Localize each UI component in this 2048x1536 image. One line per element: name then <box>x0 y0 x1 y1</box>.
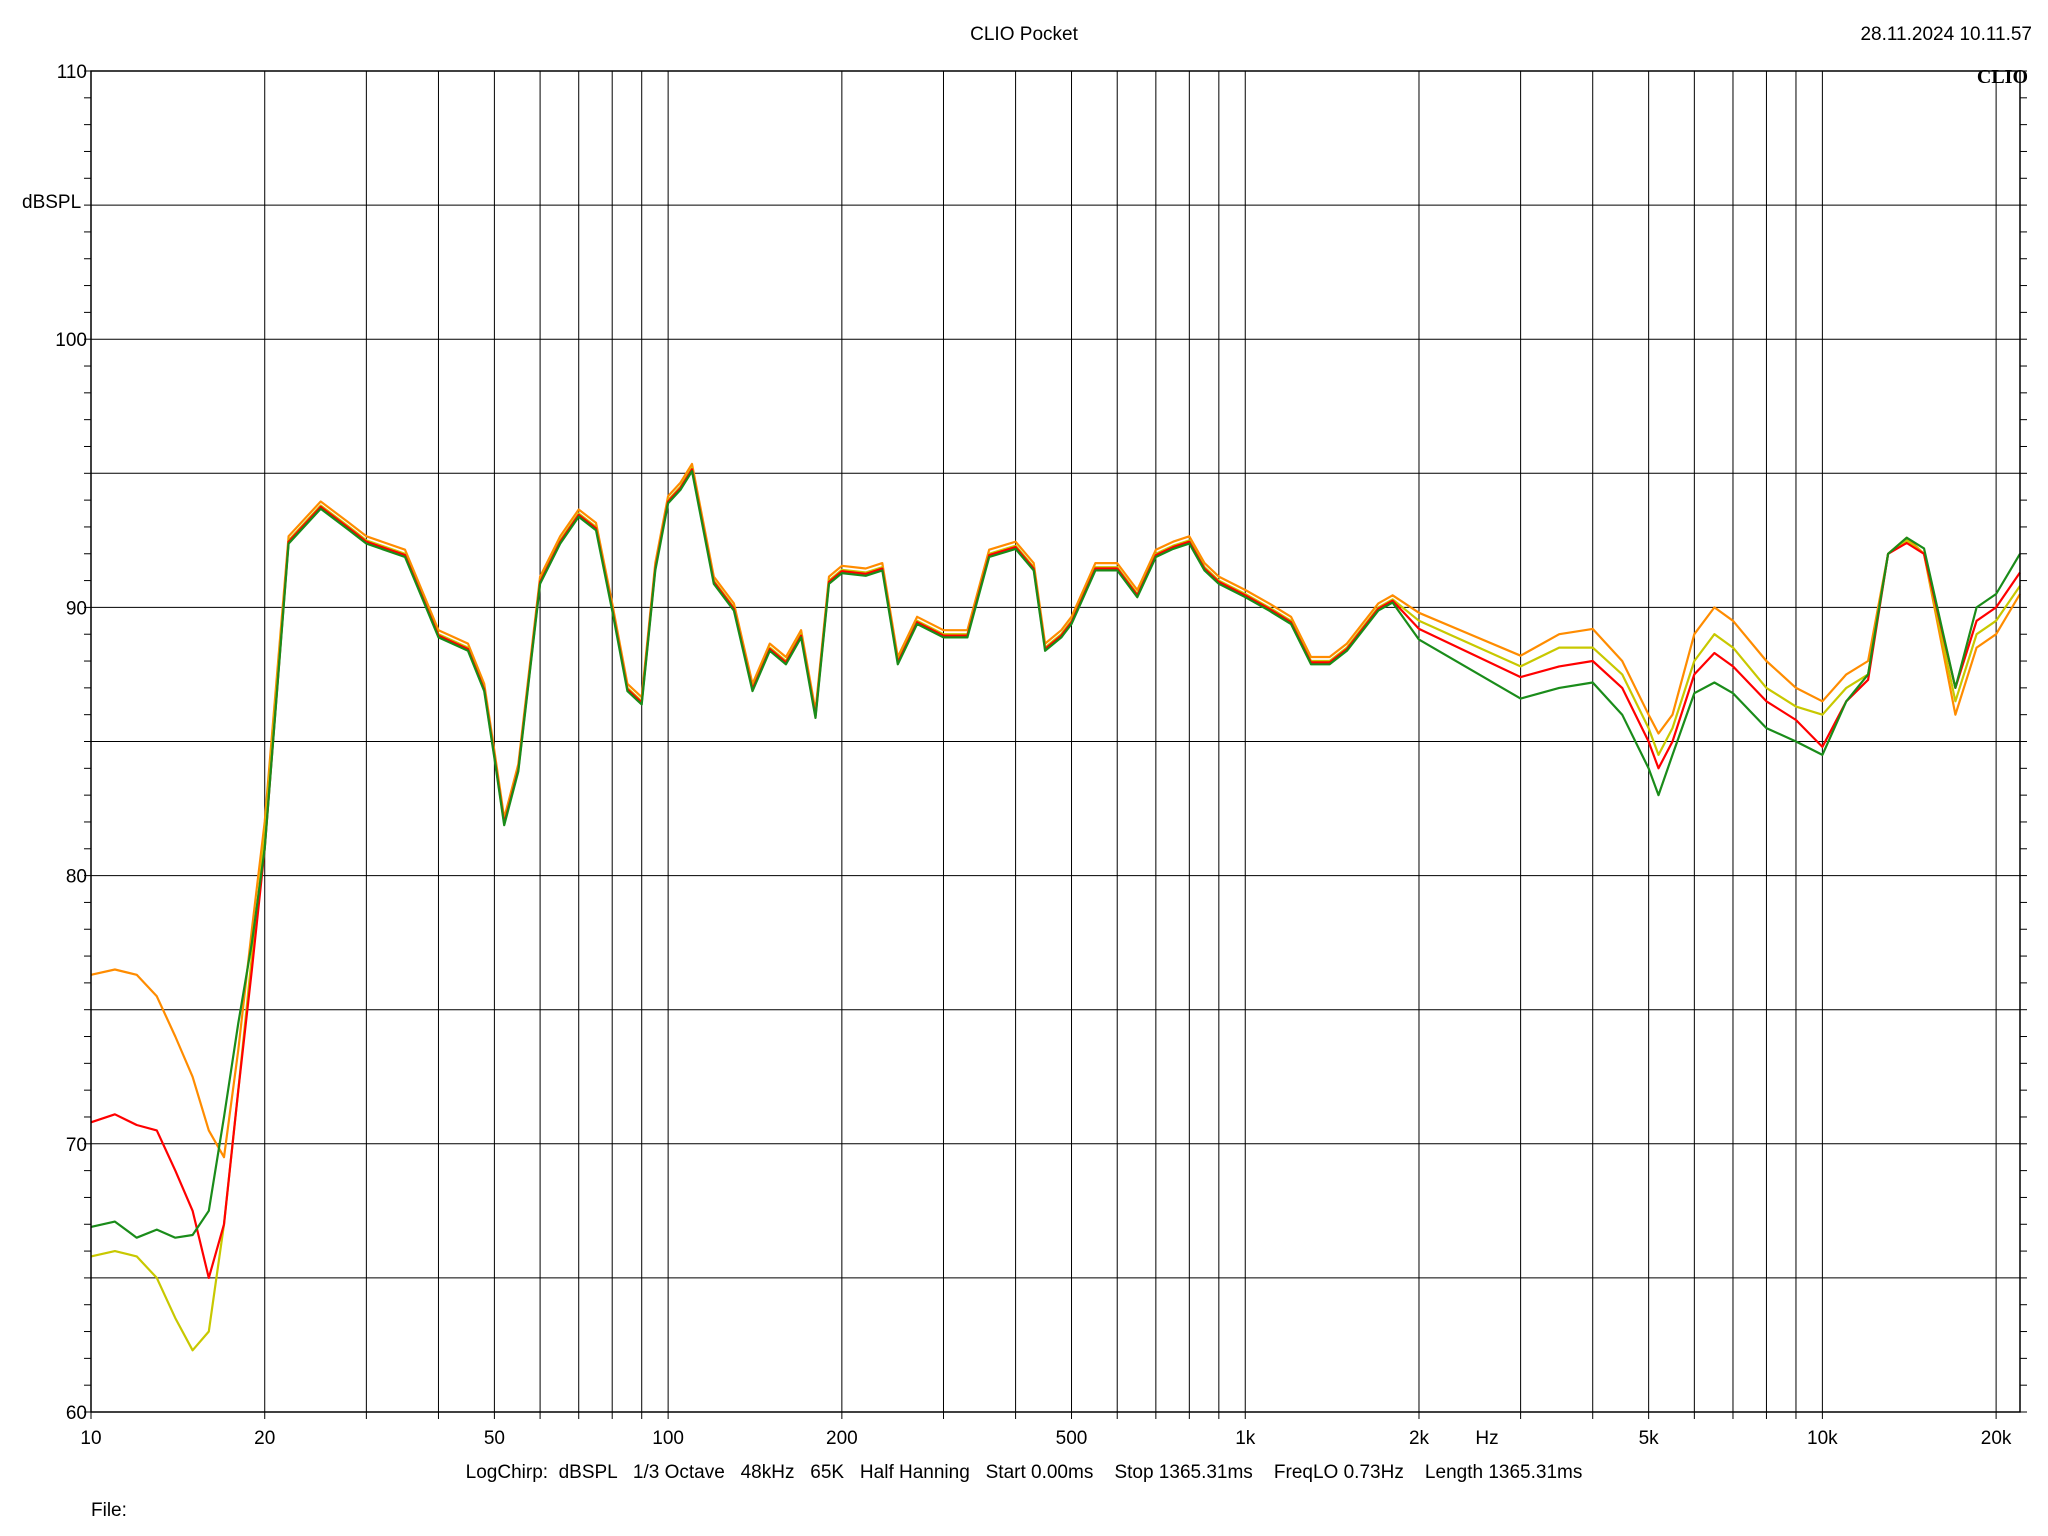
x-tick-label: 20k <box>1981 1428 2012 1449</box>
x-tick-label: 500 <box>1056 1428 1088 1449</box>
x-tick-label: 2k <box>1409 1428 1430 1449</box>
response-curve-3 <box>90 468 2021 1279</box>
chart-title: CLIO Pocket <box>970 24 1078 45</box>
y-axis-label: dBSPL <box>22 192 82 213</box>
x-tick-label: 1k <box>1235 1428 1256 1449</box>
x-tick-label: 50 <box>484 1428 505 1449</box>
x-tick-label: 200 <box>826 1428 858 1449</box>
response-curves <box>90 462 2021 1352</box>
y-tick-label: 80 <box>66 867 87 888</box>
grid-lines <box>84 70 2027 1419</box>
timestamp: 28.11.2024 10.11.57 <box>1860 24 2032 45</box>
x-tick-label: 100 <box>652 1428 684 1449</box>
x-tick-label: 10 <box>80 1428 101 1449</box>
y-tick-label: 100 <box>55 330 87 351</box>
response-curve-1 <box>90 462 2021 1159</box>
y-tick-label: 90 <box>66 598 87 619</box>
plot-frame <box>90 70 2021 1413</box>
x-tick-label: 10k <box>1807 1428 1838 1449</box>
x-tick-label: 5k <box>1639 1428 1660 1449</box>
x-axis-label: Hz <box>1475 1428 1498 1449</box>
response-curve-2 <box>90 466 2021 1352</box>
response-curve-4 <box>90 470 2021 1239</box>
y-tick-label: 110 <box>57 62 87 83</box>
measurement-parameters: LogChirp: dBSPL 1/3 Octave 48kHz 65K Hal… <box>465 1462 1583 1483</box>
y-tick-label: 70 <box>66 1135 87 1156</box>
file-label: File: <box>91 1500 127 1521</box>
y-tick-label: 60 <box>66 1403 87 1424</box>
tick-labels: 10 20 50 100 200 500 1k 2k 5k 10k 20k Hz 60 70 80 90 100… <box>55 62 2012 1449</box>
x-tick-label: 20 <box>254 1428 275 1449</box>
